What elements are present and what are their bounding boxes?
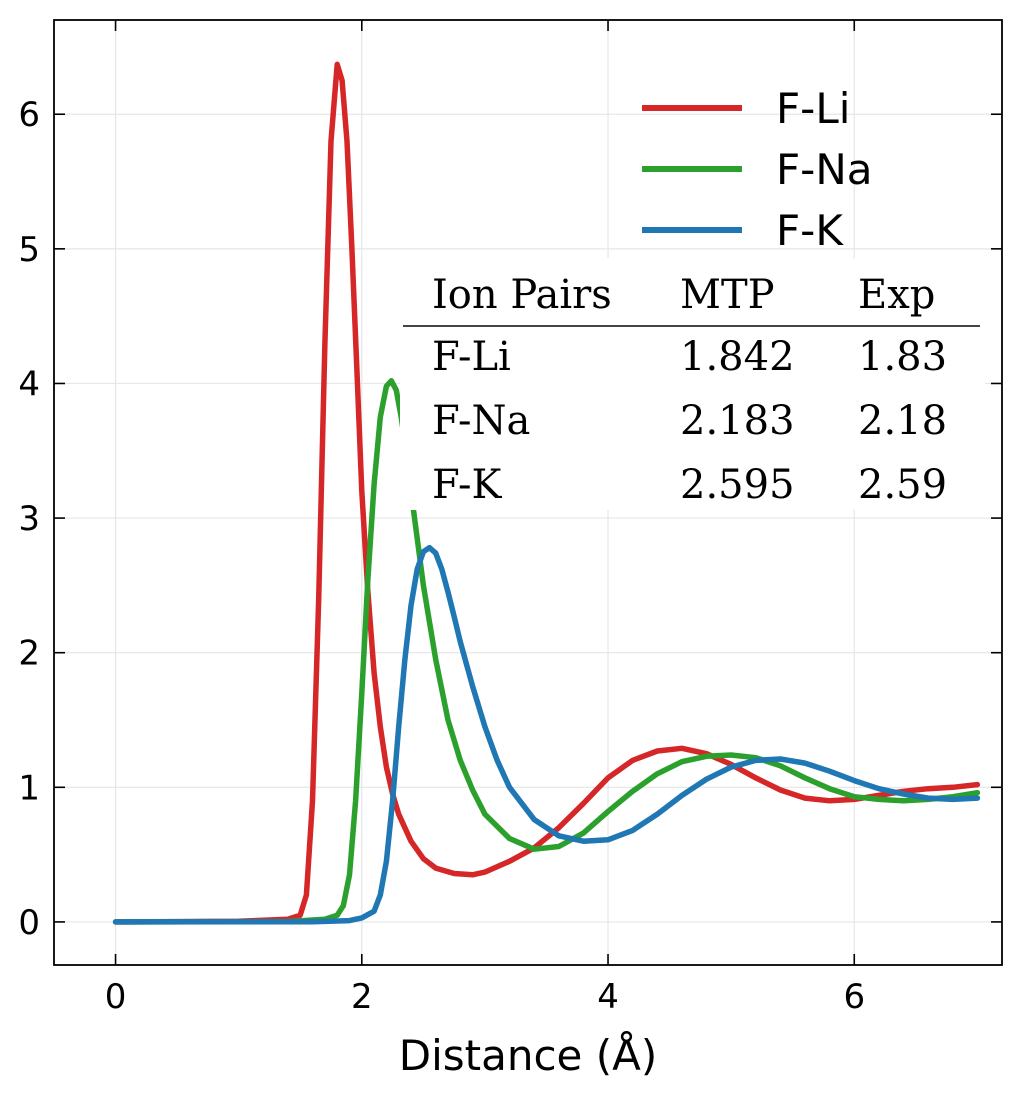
series-line-f-li (112, 61, 981, 925)
table-cell: 2.59 (858, 462, 947, 508)
legend-label-f-k: F-K (776, 206, 844, 255)
table-cell: F-K (432, 462, 502, 508)
y-tick-label: 1 (18, 768, 40, 808)
table-backdrop (400, 258, 985, 510)
table-cell: 2.595 (680, 462, 795, 508)
table-header-cell: MTP (680, 272, 775, 318)
x-tick-label: 0 (105, 977, 127, 1017)
table-cell: F-Na (432, 398, 530, 444)
table-background (400, 258, 985, 510)
series-line-f-k (112, 544, 981, 925)
inset-table: Ion Pairs MTP Exp F-Li 1.842 1.83 F-Na 2.183 2.1… (403, 272, 980, 508)
legend-label-f-na: F-Na (776, 145, 872, 194)
y-tick-label: 3 (18, 499, 40, 539)
x-tick-label: 4 (597, 977, 619, 1017)
y-tick-label: 4 (18, 364, 40, 404)
y-tick-label: 0 (18, 903, 40, 943)
axes-frame (53, 19, 1003, 966)
y-tick-label: 2 (18, 634, 40, 674)
series-layer (112, 61, 981, 925)
legend-label-f-li: F-Li (776, 84, 850, 133)
ticks: 0 2 4 6 0 1 2 3 4 5 6 (18, 20, 1002, 1017)
x-axis-title: Distance (Å) (399, 1030, 658, 1080)
table-cell: 1.842 (680, 334, 795, 380)
table-cell: 1.83 (858, 334, 947, 380)
x-tick-label: 6 (843, 977, 865, 1017)
x-tick-label: 2 (351, 977, 373, 1017)
series-line-f-na (112, 378, 981, 925)
table-cell: 2.183 (680, 398, 795, 444)
table-cell: 2.18 (858, 398, 947, 444)
y-tick-label: 6 (18, 95, 40, 135)
y-tick-label: 5 (18, 230, 40, 270)
table-cell: F-Li (432, 334, 511, 380)
table-header-cell: Exp (858, 272, 935, 318)
table-header-cell: Ion Pairs (432, 272, 612, 318)
legend: F-Li F-Na F-K (642, 84, 872, 255)
